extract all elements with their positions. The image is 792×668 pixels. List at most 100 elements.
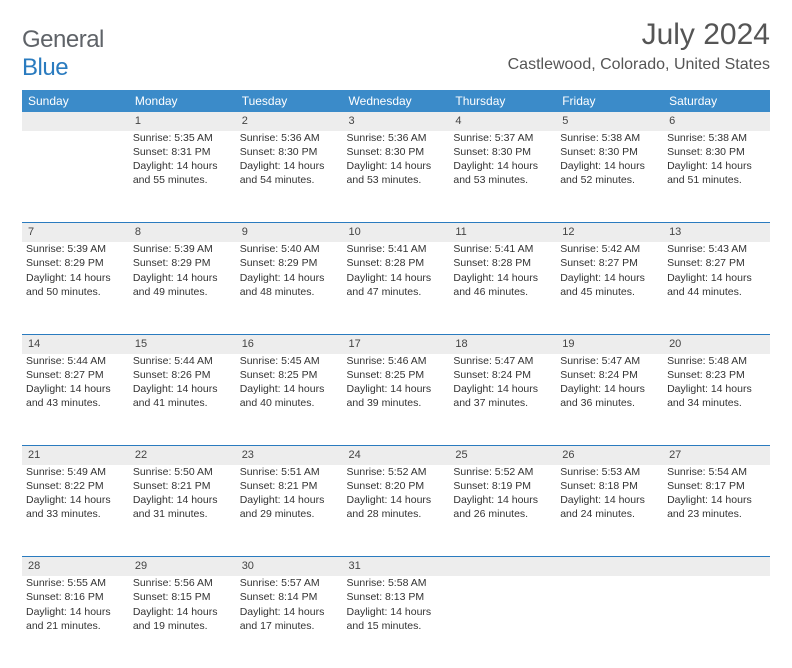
day-number: 6 [663, 112, 770, 131]
day-number: 7 [22, 223, 129, 242]
day-cell: Sunrise: 5:44 AM Sunset: 8:27 PM Dayligh… [22, 354, 129, 446]
location-subtitle: Castlewood, Colorado, United States [508, 56, 770, 74]
day-number: 14 [22, 334, 129, 353]
daynum-row: 78910111213 [22, 223, 770, 242]
weekday-header: Wednesday [343, 90, 450, 112]
day-number: 28 [22, 557, 129, 576]
day-details: Sunrise: 5:36 AM Sunset: 8:30 PM Dayligh… [347, 131, 446, 188]
day-details: Sunrise: 5:55 AM Sunset: 8:16 PM Dayligh… [26, 576, 125, 633]
day-cell: Sunrise: 5:56 AM Sunset: 8:15 PM Dayligh… [129, 576, 236, 668]
day-number: 31 [343, 557, 450, 576]
day-cell: Sunrise: 5:35 AM Sunset: 8:31 PM Dayligh… [129, 131, 236, 223]
day-cell: Sunrise: 5:40 AM Sunset: 8:29 PM Dayligh… [236, 242, 343, 334]
day-cell: Sunrise: 5:41 AM Sunset: 8:28 PM Dayligh… [449, 242, 556, 334]
day-details: Sunrise: 5:36 AM Sunset: 8:30 PM Dayligh… [240, 131, 339, 188]
day-details: Sunrise: 5:44 AM Sunset: 8:26 PM Dayligh… [133, 354, 232, 411]
day-details: Sunrise: 5:44 AM Sunset: 8:27 PM Dayligh… [26, 354, 125, 411]
daynum-row: 28293031 [22, 557, 770, 576]
day-details: Sunrise: 5:52 AM Sunset: 8:20 PM Dayligh… [347, 465, 446, 522]
day-number: 13 [663, 223, 770, 242]
day-number: 30 [236, 557, 343, 576]
day-details: Sunrise: 5:50 AM Sunset: 8:21 PM Dayligh… [133, 465, 232, 522]
day-details: Sunrise: 5:38 AM Sunset: 8:30 PM Dayligh… [560, 131, 659, 188]
day-number: 8 [129, 223, 236, 242]
day-cell: Sunrise: 5:36 AM Sunset: 8:30 PM Dayligh… [343, 131, 450, 223]
day-details: Sunrise: 5:53 AM Sunset: 8:18 PM Dayligh… [560, 465, 659, 522]
day-details: Sunrise: 5:45 AM Sunset: 8:25 PM Dayligh… [240, 354, 339, 411]
calendar-body: 123456Sunrise: 5:35 AM Sunset: 8:31 PM D… [22, 112, 770, 668]
title-block: July 2024 Castlewood, Colorado, United S… [508, 18, 770, 74]
day-cell: Sunrise: 5:38 AM Sunset: 8:30 PM Dayligh… [663, 131, 770, 223]
day-details: Sunrise: 5:41 AM Sunset: 8:28 PM Dayligh… [453, 242, 552, 299]
day-number [663, 557, 770, 576]
day-details: Sunrise: 5:38 AM Sunset: 8:30 PM Dayligh… [667, 131, 766, 188]
day-cell: Sunrise: 5:46 AM Sunset: 8:25 PM Dayligh… [343, 354, 450, 446]
day-cell: Sunrise: 5:44 AM Sunset: 8:26 PM Dayligh… [129, 354, 236, 446]
day-number: 1 [129, 112, 236, 131]
day-number: 20 [663, 334, 770, 353]
day-cell: Sunrise: 5:43 AM Sunset: 8:27 PM Dayligh… [663, 242, 770, 334]
day-number: 27 [663, 446, 770, 465]
month-title: July 2024 [508, 18, 770, 52]
day-cell: Sunrise: 5:38 AM Sunset: 8:30 PM Dayligh… [556, 131, 663, 223]
day-number: 23 [236, 446, 343, 465]
brand-part1: General [22, 26, 104, 53]
weekday-header: Tuesday [236, 90, 343, 112]
weekday-header-row: Sunday Monday Tuesday Wednesday Thursday… [22, 90, 770, 112]
day-details: Sunrise: 5:58 AM Sunset: 8:13 PM Dayligh… [347, 576, 446, 633]
day-cell: Sunrise: 5:47 AM Sunset: 8:24 PM Dayligh… [556, 354, 663, 446]
week-row: Sunrise: 5:39 AM Sunset: 8:29 PM Dayligh… [22, 242, 770, 334]
weekday-header: Friday [556, 90, 663, 112]
day-details: Sunrise: 5:37 AM Sunset: 8:30 PM Dayligh… [453, 131, 552, 188]
day-details: Sunrise: 5:42 AM Sunset: 8:27 PM Dayligh… [560, 242, 659, 299]
weekday-header: Monday [129, 90, 236, 112]
day-number: 12 [556, 223, 663, 242]
day-details: Sunrise: 5:40 AM Sunset: 8:29 PM Dayligh… [240, 242, 339, 299]
day-number: 10 [343, 223, 450, 242]
day-cell [556, 576, 663, 668]
day-details: Sunrise: 5:43 AM Sunset: 8:27 PM Dayligh… [667, 242, 766, 299]
weekday-header: Saturday [663, 90, 770, 112]
day-number: 18 [449, 334, 556, 353]
brand-text: General Blue [22, 26, 102, 82]
day-cell: Sunrise: 5:39 AM Sunset: 8:29 PM Dayligh… [22, 242, 129, 334]
day-details: Sunrise: 5:41 AM Sunset: 8:28 PM Dayligh… [347, 242, 446, 299]
day-details: Sunrise: 5:52 AM Sunset: 8:19 PM Dayligh… [453, 465, 552, 522]
day-number: 19 [556, 334, 663, 353]
week-row: Sunrise: 5:35 AM Sunset: 8:31 PM Dayligh… [22, 131, 770, 223]
day-number: 16 [236, 334, 343, 353]
day-cell: Sunrise: 5:49 AM Sunset: 8:22 PM Dayligh… [22, 465, 129, 557]
day-cell: Sunrise: 5:45 AM Sunset: 8:25 PM Dayligh… [236, 354, 343, 446]
day-details: Sunrise: 5:39 AM Sunset: 8:29 PM Dayligh… [26, 242, 125, 299]
day-number: 5 [556, 112, 663, 131]
day-cell: Sunrise: 5:39 AM Sunset: 8:29 PM Dayligh… [129, 242, 236, 334]
daynum-row: 21222324252627 [22, 446, 770, 465]
week-row: Sunrise: 5:49 AM Sunset: 8:22 PM Dayligh… [22, 465, 770, 557]
day-cell: Sunrise: 5:41 AM Sunset: 8:28 PM Dayligh… [343, 242, 450, 334]
day-number: 3 [343, 112, 450, 131]
day-details: Sunrise: 5:46 AM Sunset: 8:25 PM Dayligh… [347, 354, 446, 411]
day-number [22, 112, 129, 131]
day-cell: Sunrise: 5:42 AM Sunset: 8:27 PM Dayligh… [556, 242, 663, 334]
brand-part2: Blue [22, 54, 68, 81]
day-cell [663, 576, 770, 668]
day-details: Sunrise: 5:51 AM Sunset: 8:21 PM Dayligh… [240, 465, 339, 522]
day-details: Sunrise: 5:47 AM Sunset: 8:24 PM Dayligh… [560, 354, 659, 411]
day-cell: Sunrise: 5:53 AM Sunset: 8:18 PM Dayligh… [556, 465, 663, 557]
week-row: Sunrise: 5:44 AM Sunset: 8:27 PM Dayligh… [22, 354, 770, 446]
header-bar: General Blue July 2024 Castlewood, Color… [22, 18, 770, 82]
day-details: Sunrise: 5:47 AM Sunset: 8:24 PM Dayligh… [453, 354, 552, 411]
brand-logo: General Blue [22, 26, 102, 82]
day-cell: Sunrise: 5:48 AM Sunset: 8:23 PM Dayligh… [663, 354, 770, 446]
day-number: 4 [449, 112, 556, 131]
day-number: 25 [449, 446, 556, 465]
day-cell [22, 131, 129, 223]
weekday-header: Thursday [449, 90, 556, 112]
day-number: 9 [236, 223, 343, 242]
calendar-table: Sunday Monday Tuesday Wednesday Thursday… [22, 90, 770, 668]
day-number: 29 [129, 557, 236, 576]
day-cell: Sunrise: 5:57 AM Sunset: 8:14 PM Dayligh… [236, 576, 343, 668]
day-number: 21 [22, 446, 129, 465]
day-details: Sunrise: 5:35 AM Sunset: 8:31 PM Dayligh… [133, 131, 232, 188]
day-number [449, 557, 556, 576]
